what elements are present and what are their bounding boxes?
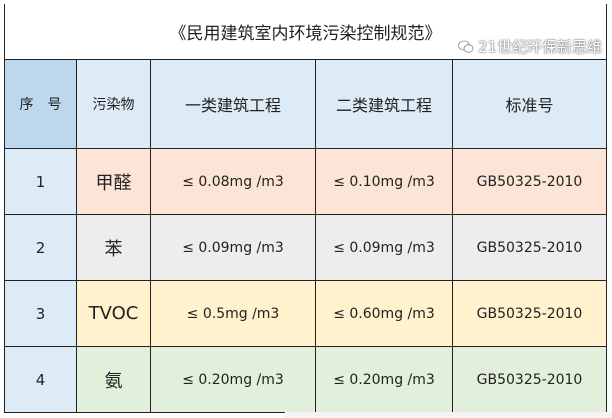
class2-limit: ≤ 0.60mg /m3 <box>315 280 453 347</box>
pollutant: 氨 <box>76 346 151 413</box>
standard-number: GB50325-2010 <box>452 346 607 413</box>
class1-limit: ≤ 0.20mg /m3 <box>150 346 316 413</box>
header-pollutant: 污染物 <box>76 59 151 149</box>
pollutant: 苯 <box>76 214 151 281</box>
class1-limit: ≤ 0.5mg /m3 <box>150 280 316 347</box>
pollutant: 甲醛 <box>76 148 151 215</box>
header-class2: 二类建筑工程 <box>315 59 453 149</box>
pollutant: TVOC <box>76 280 151 347</box>
header-class1: 一类建筑工程 <box>150 59 316 149</box>
table-row: 4 氨 ≤ 0.20mg /m3 ≤ 0.20mg /m3 GB50325-20… <box>4 346 607 413</box>
standard-number: GB50325-2010 <box>452 214 607 281</box>
standard-number: GB50325-2010 <box>452 280 607 347</box>
header-seq: 序 号 <box>4 59 77 149</box>
watermark: 21世纪环保新思维 <box>458 38 602 56</box>
table-row: 1 甲醛 ≤ 0.08mg /m3 ≤ 0.10mg /m3 GB50325-2… <box>4 148 607 215</box>
class1-limit: ≤ 0.08mg /m3 <box>150 148 316 215</box>
standard-number: GB50325-2010 <box>452 148 607 215</box>
class2-limit: ≤ 0.09mg /m3 <box>315 214 453 281</box>
header-row: 序 号 污染物 一类建筑工程 二类建筑工程 标准号 <box>4 59 607 149</box>
table-row: 3 TVOC ≤ 0.5mg /m3 ≤ 0.60mg /m3 GB50325-… <box>4 280 607 347</box>
table-row: 2 苯 ≤ 0.09mg /m3 ≤ 0.09mg /m3 GB50325-20… <box>4 214 607 281</box>
row-number: 2 <box>4 214 77 281</box>
watermark-text: 21世纪环保新思维 <box>478 38 603 56</box>
table-title: 《民用建筑室内环境污染控制规范》 <box>4 4 607 60</box>
standards-table: 《民用建筑室内环境污染控制规范》 序 号 污染物 一类建筑工程 二类建筑工程 标… <box>4 4 607 413</box>
class2-limit: ≤ 0.20mg /m3 <box>315 346 453 413</box>
row-number: 1 <box>4 148 77 215</box>
bottom-strip <box>285 412 612 418</box>
header-standard: 标准号 <box>452 59 607 149</box>
class1-limit: ≤ 0.09mg /m3 <box>150 214 316 281</box>
wechat-icon <box>458 40 474 53</box>
row-number: 4 <box>4 346 77 413</box>
row-number: 3 <box>4 280 77 347</box>
class2-limit: ≤ 0.10mg /m3 <box>315 148 453 215</box>
